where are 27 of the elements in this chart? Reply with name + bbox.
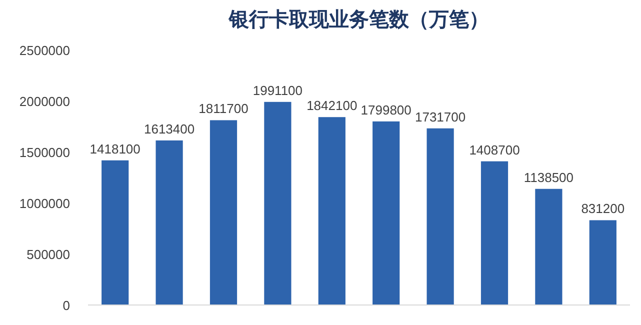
bar: [535, 188, 562, 305]
data-label: 1799800: [360, 102, 412, 118]
data-label: 1418100: [90, 141, 140, 156]
data-label: 831200: [581, 201, 625, 216]
data-label: 1811700: [198, 101, 248, 116]
bar: [102, 160, 129, 305]
data-label: 1138500: [524, 170, 574, 185]
bar: [480, 161, 508, 305]
bar: [426, 128, 454, 305]
bar: [372, 121, 400, 305]
bar: [318, 117, 346, 305]
y-tick-label: 2500000: [19, 43, 70, 58]
bar: [589, 220, 616, 305]
data-label: 1842100: [306, 98, 358, 114]
y-tick-label: 500000: [26, 247, 70, 262]
data-label: 1613400: [144, 121, 195, 136]
bar: [264, 102, 292, 305]
data-label: 1408700: [469, 142, 520, 158]
y-tick-label: 2000000: [19, 94, 70, 109]
y-tick-label: 1000000: [19, 196, 70, 211]
bar: [210, 120, 238, 305]
chart-title: 银行卡取现业务笔数（万笔）: [228, 9, 489, 31]
data-label: 1731700: [414, 109, 466, 124]
y-tick-label: 1500000: [19, 145, 70, 160]
y-tick-label: 0: [62, 298, 70, 313]
bar: [156, 140, 183, 305]
data-label: 1991100: [252, 82, 303, 98]
